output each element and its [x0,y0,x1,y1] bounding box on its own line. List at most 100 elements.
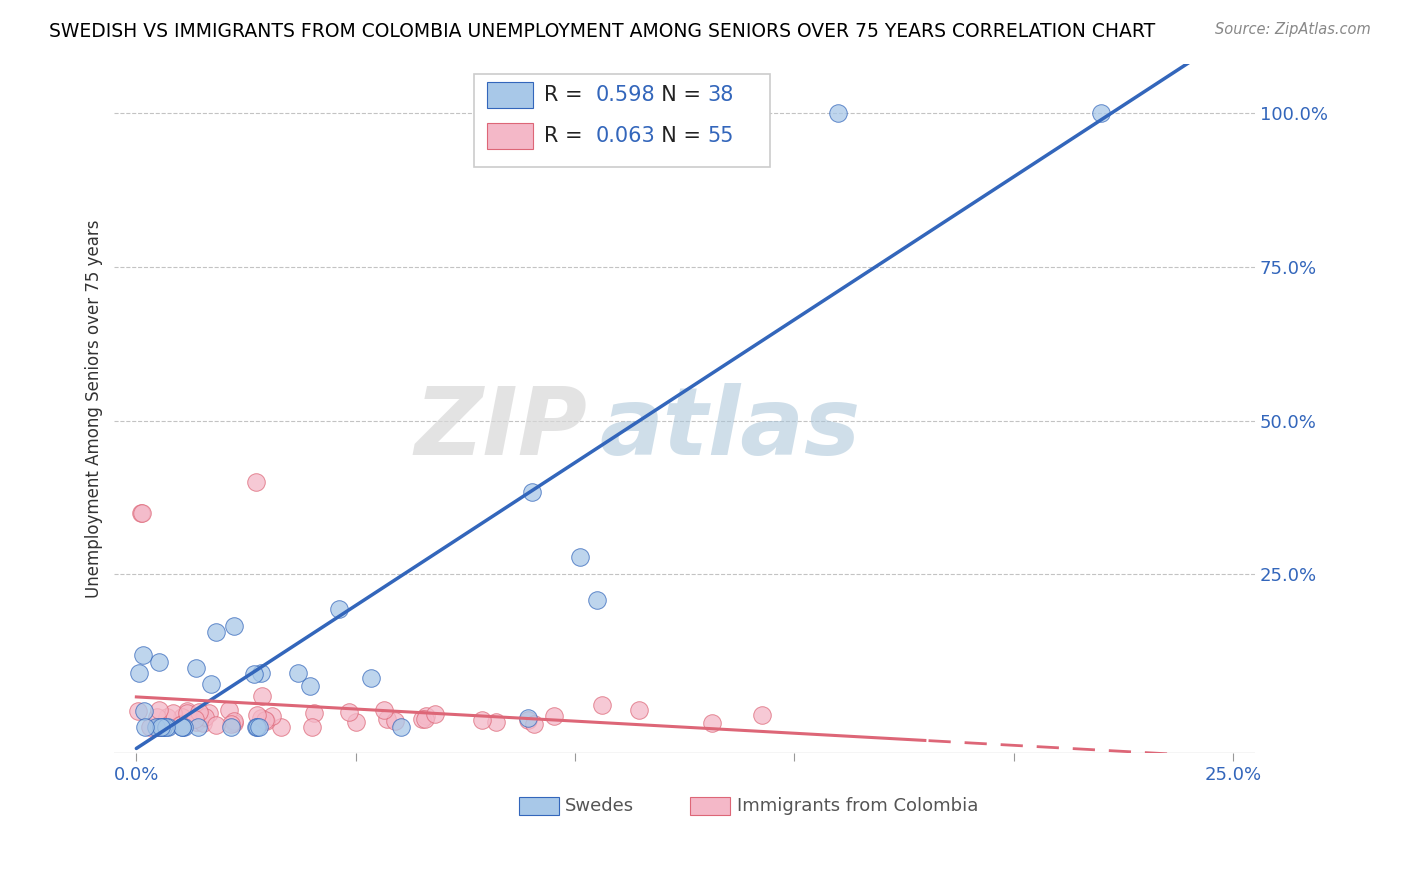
Point [591,698,613,712]
Point [344,714,367,729]
Point [373,703,395,717]
Point [1090,106,1112,120]
Point [173,720,195,734]
Point [188,705,211,719]
Point [337,705,360,719]
Point [128,665,150,680]
Point [250,665,273,680]
Text: ZIP: ZIP [415,383,588,475]
Point [184,712,207,726]
FancyBboxPatch shape [690,797,731,814]
Point [134,704,156,718]
Text: N =: N = [648,85,707,105]
Point [176,706,198,720]
Point [148,703,170,717]
Point [522,484,544,499]
Point [218,703,240,717]
Text: R =: R = [544,127,589,146]
Point [586,592,609,607]
Point [246,707,269,722]
Point [516,711,538,725]
Point [523,717,546,731]
Point [222,714,245,728]
Text: Swedes: Swedes [565,797,634,814]
Point [156,709,179,723]
Point [148,655,170,669]
Point [243,667,266,681]
Y-axis label: Unemployment Among Seniors over 75 years: Unemployment Among Seniors over 75 years [86,219,103,598]
Point [170,710,193,724]
Point [194,710,217,724]
Point [262,709,284,723]
Point [152,720,174,734]
Text: R =: R = [544,85,589,105]
Point [298,679,321,693]
Point [134,720,156,734]
Point [204,718,226,732]
Point [162,706,184,720]
FancyBboxPatch shape [488,82,533,108]
Point [155,720,177,734]
Point [170,720,193,734]
Point [169,718,191,732]
Point [148,720,170,734]
Point [224,715,246,730]
Point [270,720,292,734]
Point [254,714,277,728]
Point [425,706,447,721]
Point [328,601,350,615]
Point [302,706,325,721]
Text: N =: N = [648,127,707,146]
Point [186,714,208,729]
Point [131,648,153,662]
Point [249,720,271,734]
Point [148,720,170,734]
Point [301,720,323,734]
Point [516,713,538,727]
Point [176,704,198,718]
Point [145,720,167,734]
Text: 0.598: 0.598 [596,85,655,105]
Text: Immigrants from Colombia: Immigrants from Colombia [737,797,979,814]
Point [191,711,214,725]
Point [250,690,273,704]
Point [415,712,437,726]
Point [187,720,209,734]
Point [287,665,309,680]
Point [200,677,222,691]
FancyBboxPatch shape [519,797,560,814]
Point [375,712,398,726]
Point [485,714,508,729]
Point [219,716,242,731]
FancyBboxPatch shape [474,74,770,168]
Point [224,618,246,632]
Point [221,720,243,734]
Text: Source: ZipAtlas.com: Source: ZipAtlas.com [1215,22,1371,37]
Point [415,709,437,723]
Point [471,713,494,727]
Point [205,624,228,639]
Point [246,720,269,734]
Text: 38: 38 [707,85,734,105]
Text: 55: 55 [707,127,734,146]
Point [152,720,174,734]
Point [411,712,433,726]
Point [197,706,219,721]
Point [253,713,276,727]
Point [139,720,162,734]
Point [389,720,412,734]
Point [541,106,564,120]
Point [702,716,724,731]
Point [568,549,591,564]
Text: 0.063: 0.063 [596,127,655,146]
Point [186,661,208,675]
FancyBboxPatch shape [488,123,533,150]
Point [245,720,267,734]
Point [751,708,773,723]
Point [127,705,149,719]
Point [627,703,650,717]
Point [384,714,406,728]
Text: atlas: atlas [599,383,860,475]
Point [149,720,172,734]
Point [145,720,167,734]
